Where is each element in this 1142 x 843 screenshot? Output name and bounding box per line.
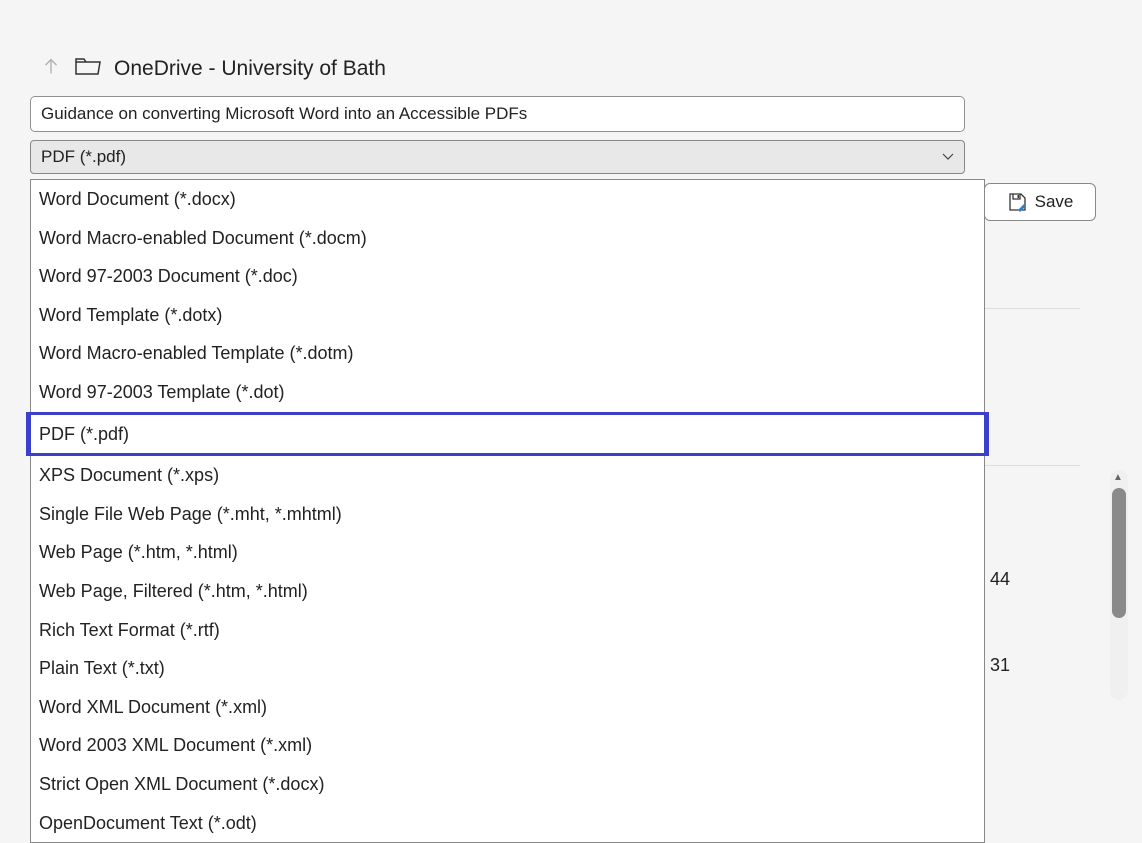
background-value: 31 (990, 655, 1010, 676)
filetype-option[interactable]: Rich Text Format (*.rtf) (31, 611, 984, 650)
filetype-option[interactable]: Single File Web Page (*.mht, *.mhtml) (31, 495, 984, 534)
filetype-option[interactable]: Word 2003 XML Document (*.xml) (31, 726, 984, 765)
filetype-option[interactable]: Word Macro-enabled Template (*.dotm) (31, 334, 984, 373)
location-path[interactable]: OneDrive - University of Bath (114, 57, 386, 81)
filetype-option[interactable]: Strict Open XML Document (*.docx) (31, 765, 984, 804)
filetype-option[interactable]: OpenDocument Text (*.odt) (31, 804, 984, 843)
save-button-label: Save (1035, 192, 1074, 212)
filetype-option[interactable]: XPS Document (*.xps) (31, 456, 984, 495)
folder-icon (74, 55, 102, 82)
scrollbar-up-arrow-icon[interactable]: ▲ (1113, 472, 1123, 483)
filetype-option[interactable]: Word XML Document (*.xml) (31, 688, 984, 727)
filetype-selected-label: PDF (*.pdf) (41, 147, 126, 167)
save-button[interactable]: Save (984, 183, 1096, 221)
scrollbar-track[interactable]: ▲ (1110, 470, 1128, 700)
filetype-select[interactable]: PDF (*.pdf) (30, 140, 965, 174)
save-dialog: OneDrive - University of Bath PDF (*.pdf… (30, 55, 985, 174)
filetype-option[interactable]: Plain Text (*.txt) (31, 649, 984, 688)
filetype-option[interactable]: Word Template (*.dotx) (31, 296, 984, 335)
filetype-dropdown[interactable]: Word Document (*.docx)Word Macro-enabled… (30, 179, 985, 843)
filename-input[interactable] (30, 96, 965, 132)
filetype-option[interactable]: PDF (*.pdf) (26, 412, 989, 457)
filetype-option[interactable]: Word Macro-enabled Document (*.docm) (31, 219, 984, 258)
filetype-option[interactable]: Word Document (*.docx) (31, 180, 984, 219)
location-row: OneDrive - University of Bath (30, 55, 985, 82)
filetype-option[interactable]: Web Page (*.htm, *.html) (31, 533, 984, 572)
save-icon (1007, 192, 1027, 212)
up-arrow-icon[interactable] (40, 55, 62, 82)
filetype-option[interactable]: Word 97-2003 Template (*.dot) (31, 373, 984, 412)
scrollbar-thumb[interactable] (1112, 488, 1126, 618)
chevron-down-icon (942, 150, 954, 164)
filetype-option[interactable]: Web Page, Filtered (*.htm, *.html) (31, 572, 984, 611)
filetype-option[interactable]: Word 97-2003 Document (*.doc) (31, 257, 984, 296)
background-value: 44 (990, 569, 1010, 590)
